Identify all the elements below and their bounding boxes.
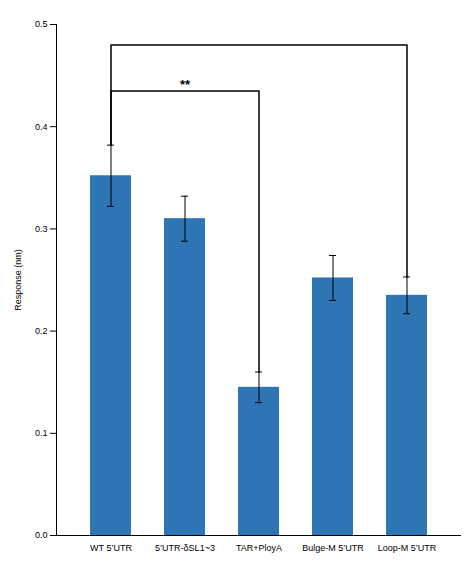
svg-text:0.4: 0.4 [35, 122, 48, 132]
svg-text:WT 5’UTR: WT 5’UTR [90, 543, 132, 553]
svg-text:0.5: 0.5 [35, 19, 48, 29]
svg-text:**: ** [180, 77, 191, 92]
svg-text:Loop-M 5’UTR: Loop-M 5’UTR [378, 543, 437, 553]
svg-text:5’UTR-δSL1~3: 5’UTR-δSL1~3 [155, 543, 215, 553]
svg-text:0.3: 0.3 [35, 224, 48, 234]
svg-text:0.1: 0.1 [35, 428, 48, 438]
svg-text:Bulge-M 5’UTR: Bulge-M 5’UTR [302, 543, 364, 553]
svg-text:0.2: 0.2 [35, 326, 48, 336]
svg-text:0.0: 0.0 [35, 530, 48, 540]
svg-text:Response (nm): Response (nm) [13, 249, 23, 311]
svg-text:TAR+PloyA: TAR+PloyA [236, 543, 282, 553]
